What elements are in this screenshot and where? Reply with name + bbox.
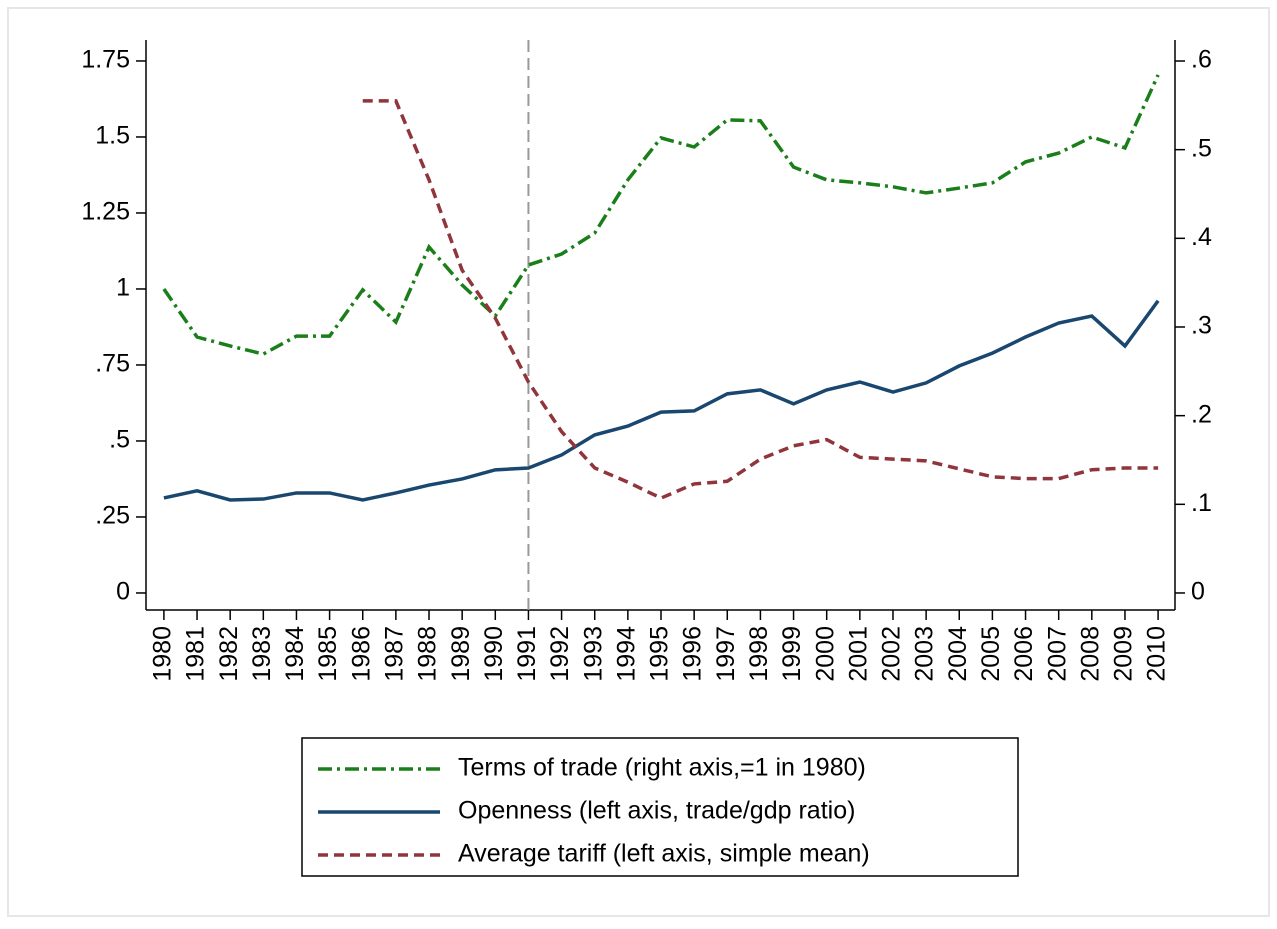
x-tick-label: 2009 <box>1110 626 1138 682</box>
x-tick-label: 2006 <box>1010 626 1038 682</box>
x-tick-label: 1987 <box>380 626 408 682</box>
x-tick-label: 1997 <box>712 626 740 682</box>
x-tick-label: 1991 <box>513 626 541 682</box>
x-tick-label: 2010 <box>1143 626 1171 682</box>
x-tick-label: 1996 <box>679 626 707 682</box>
x-tick-label: 2002 <box>878 626 906 682</box>
x-tick-label: 1986 <box>347 626 375 682</box>
series-line <box>362 99 1159 501</box>
y2-tick-label: .3 <box>1191 312 1212 340</box>
y-tick-label: .75 <box>95 350 130 378</box>
series-line <box>163 299 1160 502</box>
x-tick-label: 1988 <box>414 626 442 682</box>
x-tick-label: 1990 <box>480 626 508 682</box>
x-tick-label: 1998 <box>745 626 773 682</box>
x-tick-label: 1983 <box>248 626 276 682</box>
y-tick-label: 1.5 <box>95 122 130 150</box>
y2-tick-label: .2 <box>1191 400 1212 428</box>
y2-tick-label: 0 <box>1191 578 1205 606</box>
x-tick-label: 1992 <box>546 626 574 682</box>
x-tick-label: 1994 <box>612 626 640 682</box>
x-tick-label: 1980 <box>149 626 177 682</box>
y-tick-label: 1.25 <box>81 198 130 226</box>
x-tick-label: 2001 <box>844 626 872 682</box>
x-tick-label: 1993 <box>579 626 607 682</box>
y-tick-label: 1 <box>116 274 130 302</box>
y-tick-label: 1.75 <box>81 46 130 74</box>
y-tick-label: .5 <box>109 426 130 454</box>
legend-label: Openness (left axis, trade/gdp ratio) <box>458 797 855 825</box>
legend-label: Terms of trade (right axis,=1 in 1980) <box>458 754 866 782</box>
series-line <box>162 74 1160 356</box>
y-tick-label: .25 <box>95 502 130 530</box>
y-tick-label: 0 <box>116 578 130 606</box>
x-tick-label: 2005 <box>977 626 1005 682</box>
x-tick-label: 1982 <box>215 626 243 682</box>
x-tick-label: 1995 <box>646 626 674 682</box>
x-tick-label: 2003 <box>911 626 939 682</box>
x-tick-label: 1989 <box>447 626 475 682</box>
x-tick-label: 2000 <box>811 626 839 682</box>
y2-tick-label: .5 <box>1191 134 1212 162</box>
x-tick-label: 2008 <box>1076 626 1104 682</box>
x-tick-label: 1984 <box>281 626 309 682</box>
legend-label: Average tariff (left axis, simple mean) <box>458 840 870 868</box>
x-tick-label: 1985 <box>314 626 342 682</box>
y2-tick-label: .1 <box>1191 489 1212 517</box>
x-tick-label: 1999 <box>778 626 806 682</box>
y2-tick-label: .4 <box>1191 223 1212 251</box>
legend <box>301 737 1019 877</box>
y2-tick-label: .6 <box>1191 46 1212 74</box>
x-tick-label: 1981 <box>182 626 210 682</box>
x-tick-label: 2004 <box>944 626 972 682</box>
x-tick-label: 2007 <box>1043 626 1071 682</box>
